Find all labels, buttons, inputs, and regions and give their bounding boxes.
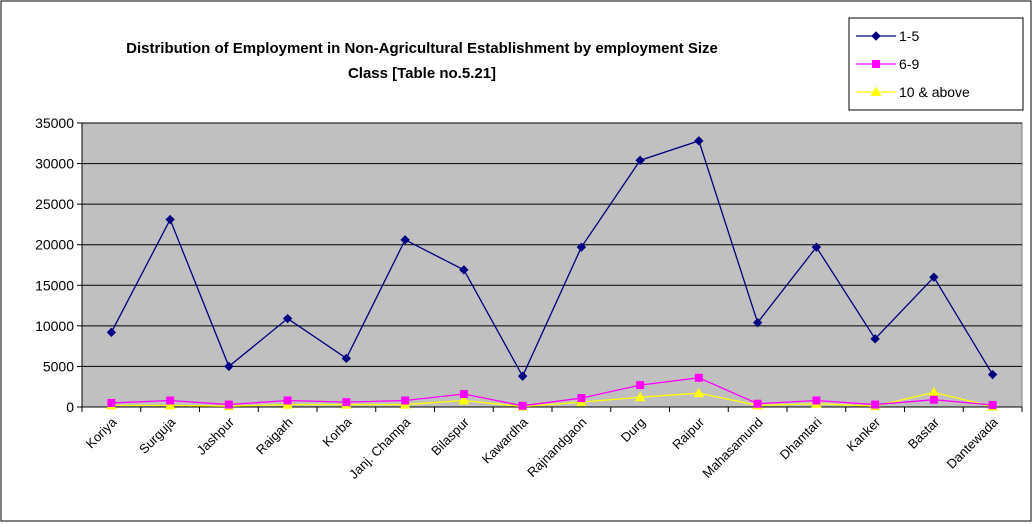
y-tick-label: 30000: [35, 156, 74, 172]
data-point: [870, 334, 880, 344]
legend-marker: [871, 31, 881, 41]
data-point: [636, 381, 645, 390]
data-point: [459, 390, 468, 399]
data-point: [693, 387, 705, 398]
legend-item: 10 & above: [856, 84, 970, 100]
legend-marker: [872, 60, 880, 68]
data-point: [224, 361, 234, 372]
series-line: [111, 391, 993, 408]
data-point: [635, 155, 645, 166]
data-point: [401, 396, 410, 405]
data-point: [166, 396, 175, 405]
data-point: [341, 353, 352, 364]
data-point: [458, 394, 470, 405]
data-point: [811, 242, 822, 252]
gridlines: [82, 122, 1022, 367]
legend-label: 6-9: [899, 56, 919, 72]
data-point: [576, 242, 587, 252]
legend-label: 1-5: [899, 28, 919, 44]
data-point: [929, 272, 939, 282]
data-point: [753, 399, 762, 408]
legend-item: 6-9: [856, 56, 919, 72]
data-point: [577, 394, 586, 403]
data-point: [694, 373, 703, 382]
series-line: [111, 377, 993, 407]
data-point: [517, 371, 528, 381]
data-point: [282, 313, 293, 324]
legend-item: 1-5: [856, 28, 919, 44]
y-tick-label: 0: [66, 399, 74, 415]
data-point: [987, 369, 998, 380]
data-point: [342, 398, 351, 407]
y-tick-label: 25000: [35, 196, 74, 212]
series-1: [106, 136, 998, 381]
series-group: [106, 136, 998, 411]
data-point: [107, 398, 116, 407]
data-point: [224, 400, 233, 409]
y-tick-label: 35000: [35, 115, 74, 131]
series-2: [107, 373, 997, 410]
data-point: [400, 235, 410, 245]
data-point: [164, 399, 176, 410]
data-point: [165, 214, 175, 225]
data-point: [459, 265, 469, 275]
data-point: [988, 400, 997, 409]
series-line: [110, 140, 994, 378]
chart-title-line1: Distribution of Employment in Non-Agricu…: [126, 40, 718, 57]
y-tick-label: 15000: [35, 277, 74, 293]
legend-marker: [870, 86, 882, 96]
data-point: [871, 400, 880, 409]
data-point: [518, 401, 527, 410]
data-point: [752, 317, 763, 328]
data-point: [694, 136, 704, 146]
plot-area: [81, 122, 1023, 408]
legend-label: 10 & above: [899, 84, 970, 100]
data-point: [634, 391, 646, 402]
legend: 1-5 6-9 10 & above: [848, 17, 1024, 111]
data-point: [106, 327, 117, 338]
data-point: [929, 395, 938, 404]
data-point: [283, 396, 292, 405]
y-tick-label: 20000: [35, 237, 74, 253]
data-point: [812, 396, 821, 405]
y-tick-label: 5000: [43, 358, 74, 374]
y-tick-label: 10000: [35, 318, 74, 334]
chart-title-line2: Class [Table no.5.21]: [348, 65, 496, 82]
y-axis: 0 5000 10000 15000 20000 25000 30000 35000: [35, 115, 83, 415]
